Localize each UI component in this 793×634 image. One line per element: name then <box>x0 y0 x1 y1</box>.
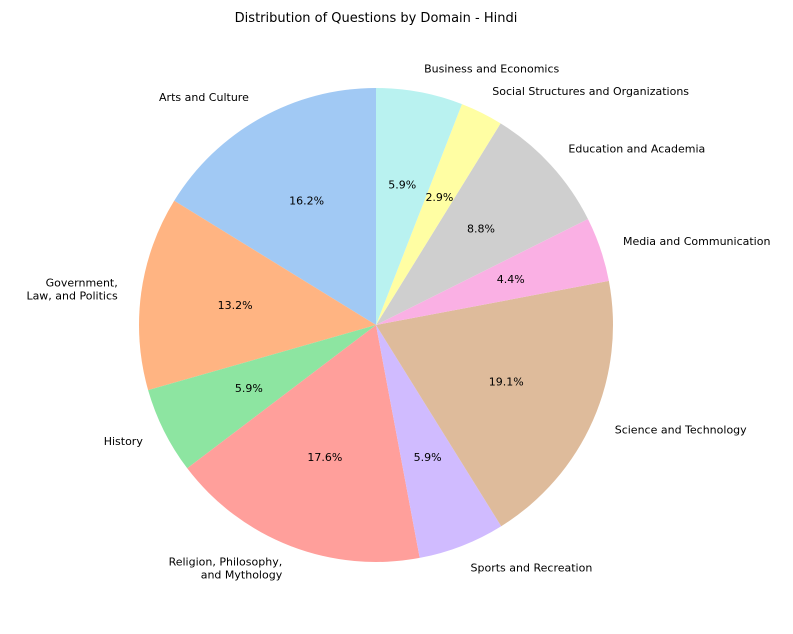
pct-label-education-and-academia: 8.8% <box>467 223 495 236</box>
category-label-science-and-technology: Science and Technology <box>615 423 747 436</box>
pct-label-government-law-and-politics: 13.2% <box>218 299 253 312</box>
chart-title: Distribution of Questions by Domain - Hi… <box>235 11 518 26</box>
pie-slice-arts-and-culture <box>174 88 376 325</box>
pct-label-business-and-economics: 5.9% <box>388 179 416 192</box>
slices-layer <box>139 88 613 562</box>
category-label-history: History <box>104 435 144 448</box>
pct-label-media-and-communication: 4.4% <box>497 273 525 286</box>
category-label-education-and-academia: Education and Academia <box>568 143 705 156</box>
category-label-government-law-and-politics: Government, Law, and Politics <box>26 276 118 302</box>
pct-label-history: 5.9% <box>235 382 263 395</box>
category-label-media-and-communication: Media and Communication <box>623 235 770 248</box>
pie-slice-science-and-technology <box>376 280 613 527</box>
category-label-sports-and-recreation: Sports and Recreation <box>471 561 593 574</box>
pie-slice-education-and-academia <box>376 123 588 325</box>
category-label-religion-philosophy-and-mythology: Religion, Philosophy, and Mythology <box>169 555 283 581</box>
pct-label-arts-and-culture: 16.2% <box>289 194 324 207</box>
pct-label-sports-and-recreation: 5.9% <box>414 451 442 464</box>
pct-label-science-and-technology: 19.1% <box>489 376 524 389</box>
pct-label-social-structures-and-organizations: 2.9% <box>425 191 453 204</box>
category-labels-layer: Arts and Culture Government, Law, and Poli… <box>26 62 770 581</box>
pie-slice-media-and-communication <box>376 218 609 325</box>
pie-slice-sports-and-recreation <box>376 325 502 558</box>
category-label-arts-and-culture: Arts and Culture <box>159 91 249 104</box>
pct-label-religion-philosophy-and-mythology: 17.6% <box>307 451 342 464</box>
pie-slice-business-and-economics <box>376 88 462 325</box>
pie-slice-religion-philosophy-and-mythology <box>187 325 420 562</box>
pie-slice-social-structures-and-organizations <box>376 104 501 325</box>
category-label-business-and-economics: Business and Economics <box>424 62 559 75</box>
pie-slice-government-law-and-politics <box>139 200 376 391</box>
category-label-social-structures-and-organizations: Social Structures and Organizations <box>492 85 689 98</box>
pie-slice-history <box>148 325 376 469</box>
percent-labels-layer: 16.2% 13.2% 5.9% 17.6% 5.9% 19.1% 4.4% 8.8% 2.9%… <box>218 179 525 464</box>
